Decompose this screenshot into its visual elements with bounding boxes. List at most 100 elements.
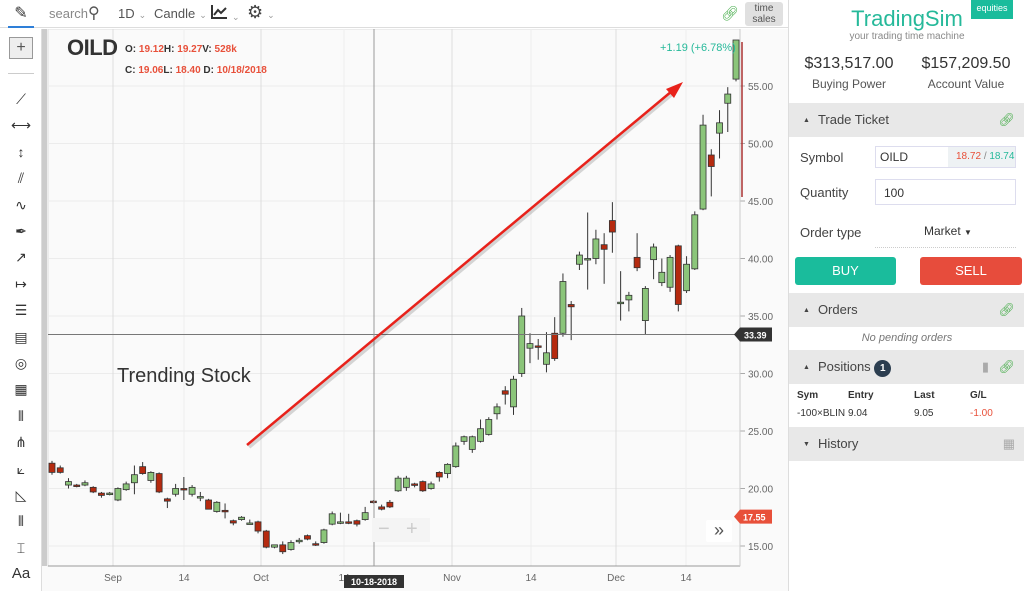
zoom-in-button[interactable]: +	[406, 518, 418, 540]
text-icon[interactable]: Aa	[11, 565, 31, 583]
curve-icon[interactable]: ∿	[15, 196, 27, 213]
candle	[221, 509, 229, 513]
buy-button[interactable]: BUY	[795, 257, 896, 285]
many-lines-icon[interactable]: ⦀	[17, 513, 25, 530]
close-label: C:	[125, 65, 136, 76]
arc-icon[interactable]: ◎	[14, 355, 28, 371]
candle	[155, 473, 163, 493]
link-icon[interactable]: 🔗︎	[998, 302, 1015, 317]
pitchfork-icon[interactable]: ⋔	[15, 434, 27, 451]
candle	[246, 522, 254, 525]
order-type-label: Order type	[800, 225, 862, 240]
time-sales-button[interactable]: time sales	[745, 2, 783, 26]
x-tick-label: Nov	[443, 573, 461, 584]
text-height-icon[interactable]: ⌶	[16, 539, 26, 556]
vertical-lines-icon[interactable]: ⦀	[17, 407, 25, 424]
history-title: History	[817, 436, 859, 451]
orders-header[interactable]: ▲ Orders 🔗︎	[789, 293, 1024, 327]
candlestick-chart[interactable]: 15.00 20.00 25.00 30.00 35.00 40.00 45.00 50.00…	[42, 28, 788, 591]
candle	[576, 254, 583, 265]
fib-grid-icon[interactable]: ▦	[14, 381, 28, 398]
candle	[295, 539, 303, 543]
quantity-input[interactable]: 100	[875, 179, 1016, 205]
trend-annotation[interactable]: Trending Stock	[117, 365, 251, 387]
history-header[interactable]: ▼ History ▦	[789, 427, 1024, 461]
positions-header[interactable]: ▲ Positions 1 ▮ 🔗︎	[789, 350, 1024, 384]
trend-arrow[interactable]	[246, 90, 673, 446]
col-gl: G/L	[970, 390, 987, 401]
chevron-down-icon: ⌄	[199, 10, 207, 20]
parallel-lines-icon[interactable]: ⫽	[17, 170, 25, 187]
horizontal-segment-icon[interactable]: ⟷	[10, 117, 32, 134]
symbol-field[interactable]: OILD 18.72 / 18.74	[875, 146, 1016, 168]
search-input[interactable]: search	[49, 6, 89, 21]
candle	[279, 544, 287, 553]
candle	[625, 294, 633, 301]
low-value: 18.40	[175, 65, 201, 76]
link-icon[interactable]: 🔗︎	[998, 112, 1015, 127]
candle	[567, 304, 575, 308]
candle	[468, 436, 476, 450]
scroll-to-latest-button[interactable]: »	[706, 520, 732, 542]
trade-ticket-header[interactable]: ▲ Trade Ticket 🔗︎	[789, 103, 1024, 137]
chart-area[interactable]: 15.00 20.00 25.00 30.00 35.00 40.00 45.00 50.00…	[42, 28, 788, 591]
triangle-icon[interactable]: ◺	[15, 487, 27, 503]
cell-entry: 9.04	[848, 408, 868, 419]
candle	[493, 406, 501, 415]
expand-icon: ▼	[803, 440, 810, 448]
pencil-icon[interactable]: ✎	[8, 3, 34, 28]
order-type-select[interactable]: Market ▼	[924, 224, 972, 238]
crosshair-tool[interactable]: +	[9, 37, 33, 59]
fan-icon[interactable]: ⟀	[16, 460, 26, 477]
y-tick-label: 25.00	[748, 427, 773, 438]
bar-chart-icon[interactable]: ▮	[981, 359, 989, 374]
equities-badge[interactable]: equities	[971, 0, 1013, 19]
candle	[510, 378, 517, 408]
account-value-label: Account Value	[927, 77, 1005, 91]
collapse-icon: ▲	[803, 363, 810, 371]
open-value: 19.12	[138, 44, 164, 55]
link-icon[interactable]: 🔗︎	[998, 359, 1015, 374]
y-tick-label: 45.00	[748, 197, 773, 208]
symbol-input[interactable]: OILD	[876, 147, 948, 167]
measure-icon[interactable]: ↦	[15, 275, 27, 292]
interval-select[interactable]: 1D ⌄	[118, 6, 146, 21]
candle	[378, 506, 386, 510]
divider	[8, 73, 34, 74]
gear-icon: ⚙	[247, 2, 264, 22]
candle	[369, 500, 377, 504]
brush-icon[interactable]: ✒	[15, 223, 27, 239]
chevron-down-icon: ⌄	[267, 10, 275, 20]
sell-button[interactable]: SELL	[920, 257, 1022, 285]
trend-line-icon[interactable]: ⟋	[16, 91, 26, 107]
orders-title: Orders	[817, 302, 858, 317]
search-icon[interactable]: ⚲	[88, 5, 100, 22]
chart-type-select[interactable]: Candle ⌄	[154, 6, 207, 21]
settings-button[interactable]: ⚙ ⌄	[247, 2, 275, 23]
scroll-handle[interactable]	[42, 29, 47, 566]
link-icon[interactable]: 🔗︎	[721, 5, 739, 21]
crosshair-date-tag	[344, 575, 404, 588]
histogram-icon[interactable]: ▦	[1002, 436, 1015, 451]
candle	[534, 345, 542, 348]
candle	[444, 463, 451, 474]
candle	[477, 428, 484, 442]
tagline: your trading time machine	[849, 31, 965, 42]
candle	[81, 482, 89, 486]
candle	[427, 483, 435, 489]
col-sym: Sym	[797, 390, 819, 401]
vertical-segment-icon[interactable]: ↕	[17, 143, 25, 160]
candle	[666, 256, 674, 288]
ruler-icon[interactable]: ▤	[14, 328, 28, 345]
candle	[262, 530, 270, 548]
horizontal-lines-icon[interactable]: ☰	[14, 302, 28, 319]
crosshair-price-tag	[734, 327, 772, 342]
indicators-button[interactable]: ⌄	[210, 4, 240, 23]
candle	[543, 352, 550, 365]
candle	[180, 488, 188, 491]
y-tick-label: 30.00	[748, 370, 773, 381]
ray-icon[interactable]: ↗	[15, 249, 27, 266]
candle	[229, 520, 237, 524]
zoom-out-button[interactable]: −	[378, 518, 390, 540]
candle	[172, 488, 180, 495]
